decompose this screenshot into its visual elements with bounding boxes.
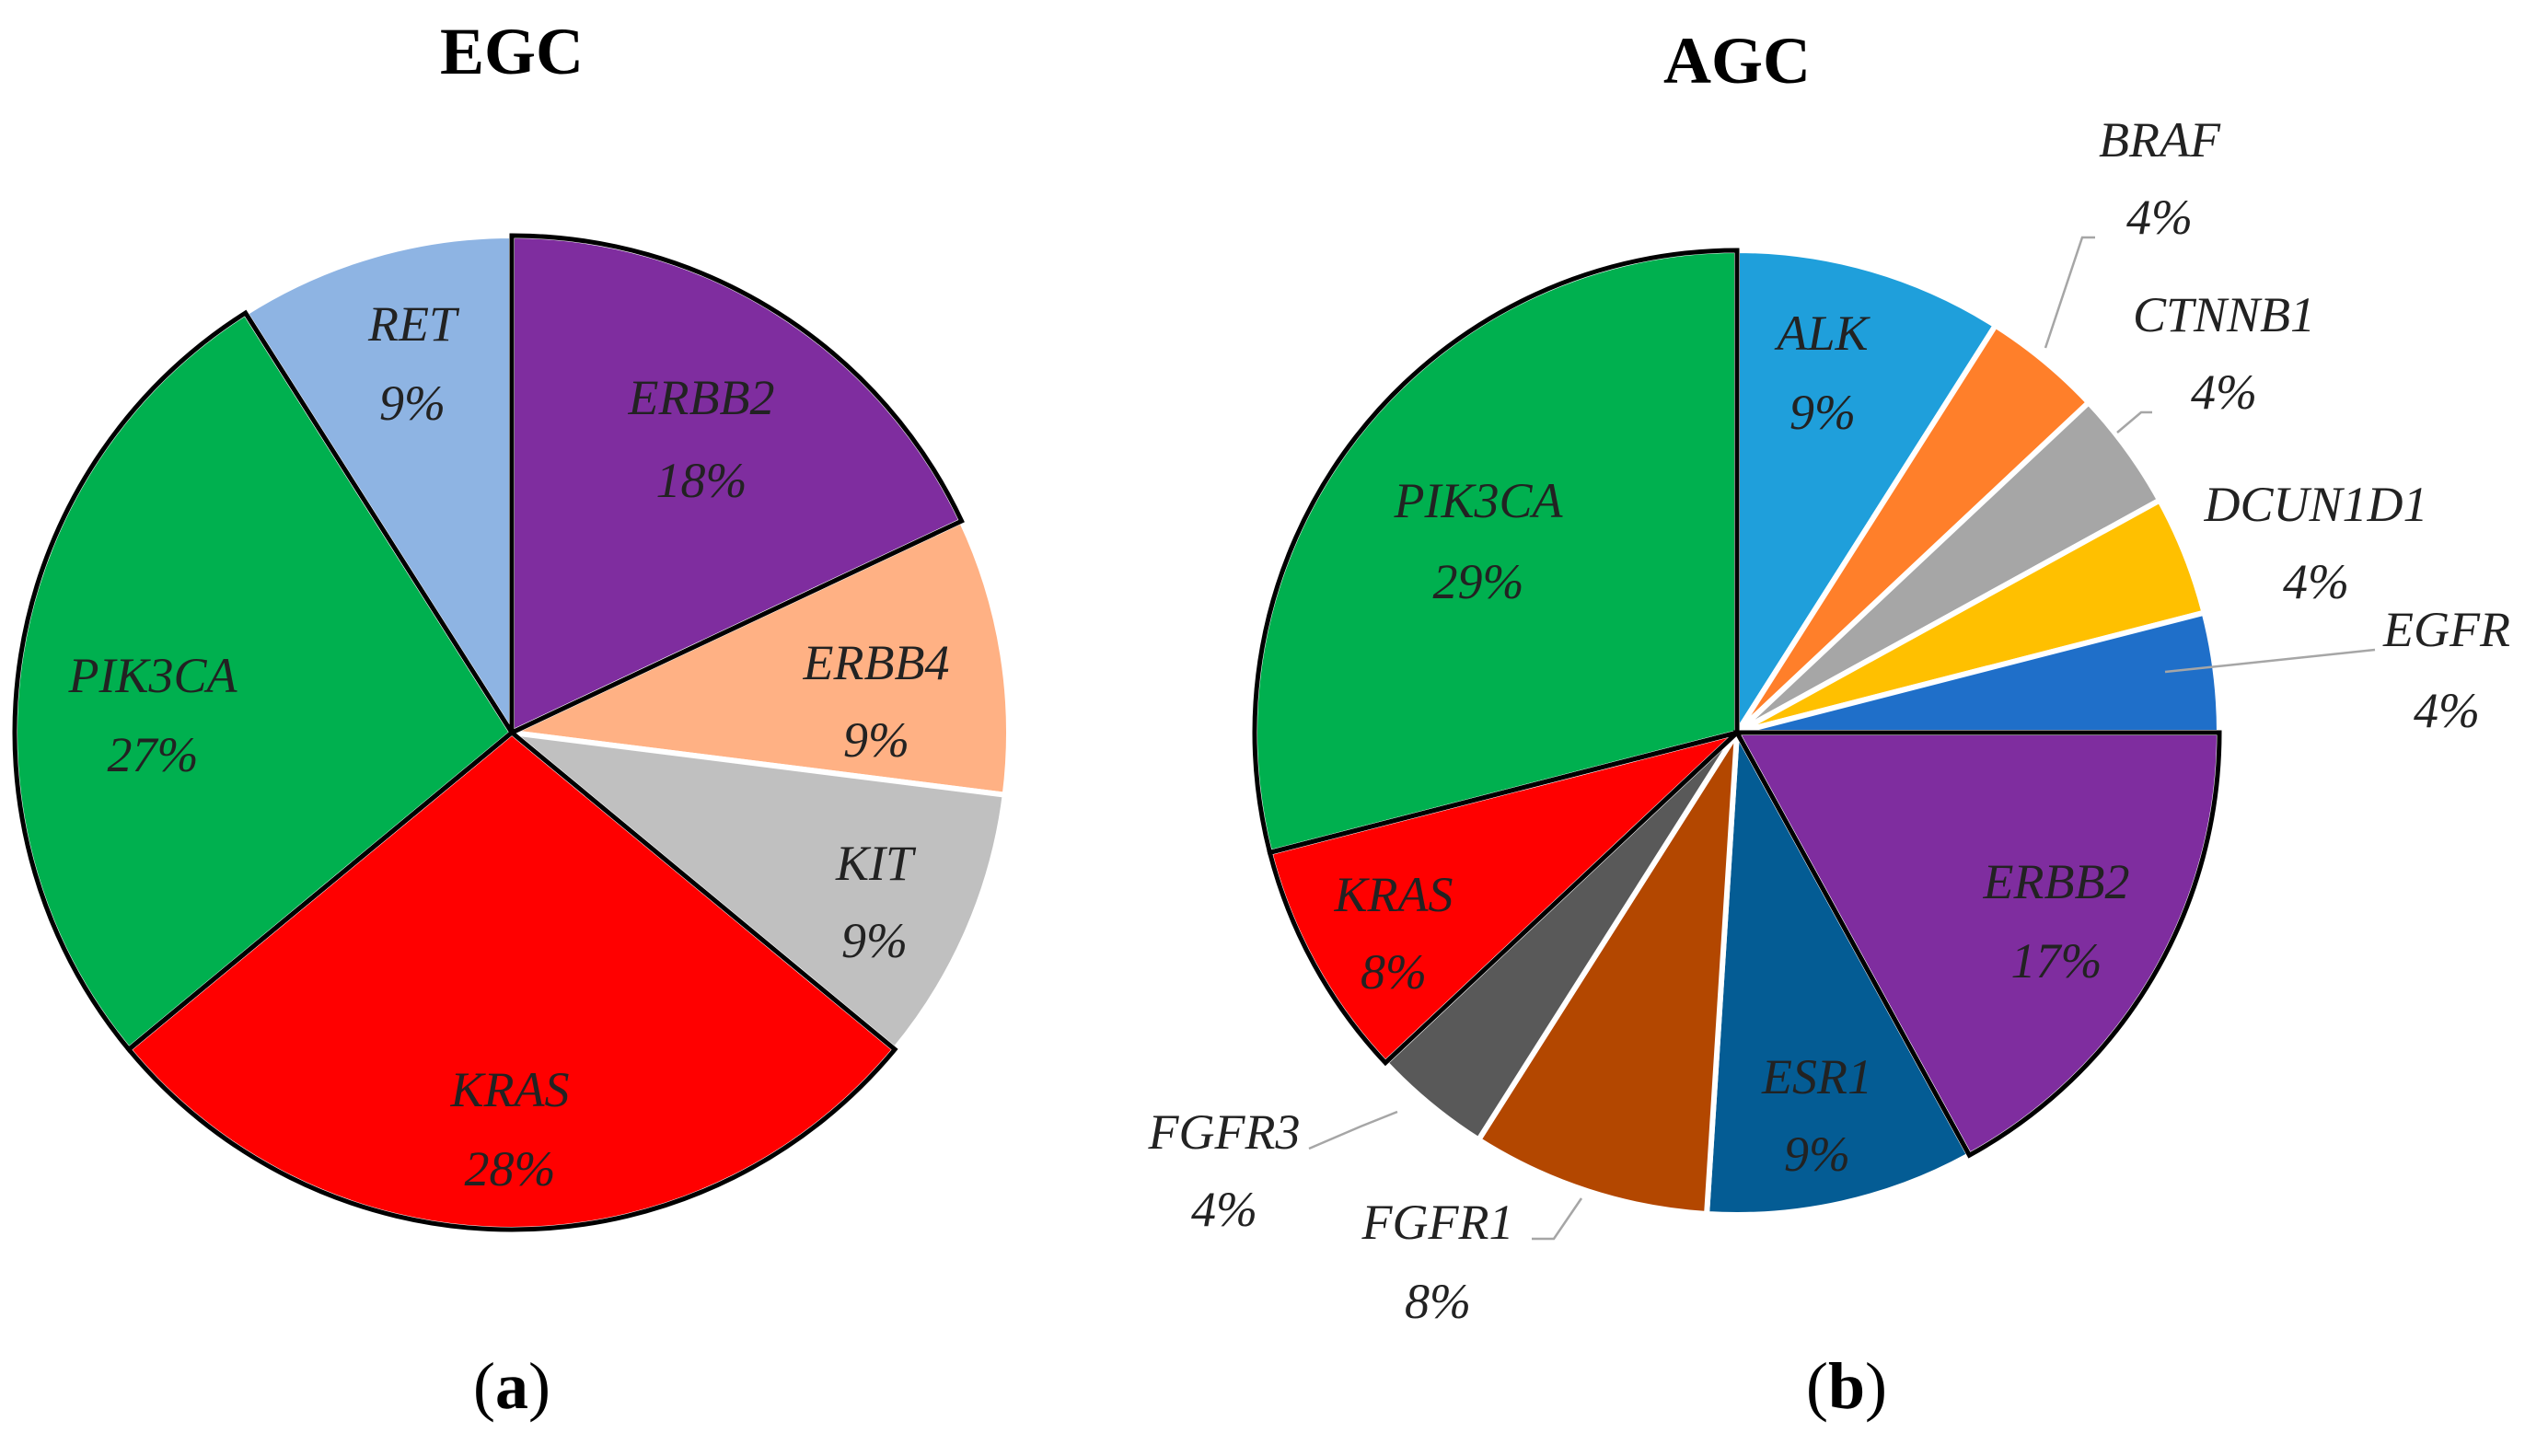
agc-pct-erbb2: 17% (2011, 933, 2102, 988)
panel-label-b: (b) (1806, 1349, 1887, 1423)
agc-slice-fgfr1 (1476, 730, 1740, 1217)
agc-pct-egfr: 4% (2414, 683, 2480, 738)
chart-title-agc: AGC (1663, 24, 1811, 98)
egc-slice-outline-pik3ca (12, 309, 515, 1053)
egc-label-pik3ca: PIK3CA (68, 648, 238, 703)
agc-pct-fgfr1: 8% (1405, 1274, 1471, 1329)
agc-pct-dcun1d1: 4% (2283, 554, 2349, 609)
agc-label-fgfr1: FGFR1 (1361, 1195, 1514, 1250)
egc-slice-outline-erbb2 (509, 233, 965, 736)
chart-title-egc: EGC (440, 15, 584, 88)
agc-label-dcun1d1: DCUN1D1 (2203, 477, 2427, 532)
agc-label-alk: ALK (1774, 306, 1870, 361)
egc-pct-kras: 28% (465, 1141, 556, 1196)
agc-slice-outline-erbb2 (1732, 730, 2222, 1159)
egc-label-kit: KIT (835, 836, 917, 891)
egc-slice-kit (509, 730, 1008, 1053)
agc-leader-fgfr3 (1308, 1110, 1398, 1150)
agc-leader-egfr (2164, 648, 2376, 674)
agc-pct-kras: 8% (1361, 944, 1427, 1000)
agc-label-ctnnb1: CTNNB1 (2133, 287, 2315, 342)
agc-pct-pik3ca: 29% (1433, 554, 1524, 609)
egc-labels: ERBB2 18% ERBB4 9% KIT 9% KRAS 28% PIK3CA 27% RET 9… (68, 296, 950, 1196)
agc-labels: ALK 9% BRAF 4% CTNNB1 4% DCUN1D1 4% EGFR 4% ERBB2 1… (1148, 112, 2510, 1329)
egc-slices (12, 233, 1012, 1233)
egc-slice-ret (242, 233, 515, 735)
agc-pct-ctnnb1: 4% (2191, 364, 2257, 420)
egc-slice-outline-kras (125, 729, 898, 1232)
agc-outlines (1252, 248, 2222, 1159)
agc-pct-braf: 4% (2126, 190, 2193, 245)
panel-label-a: (a) (473, 1349, 550, 1423)
agc-label-esr1: ESR1 (1761, 1049, 1872, 1104)
agc-label-egfr: EGFR (2382, 602, 2510, 657)
egc-slice-erbb4 (509, 518, 1012, 798)
egc-label-kras: KRAS (450, 1062, 570, 1117)
agc-label-braf: BRAF (2099, 112, 2221, 168)
agc-slice-alk (1734, 248, 1998, 735)
agc-leader-lines (1308, 236, 2376, 1241)
agc-leader-braf (2044, 236, 2095, 349)
egc-pct-kit: 9% (841, 913, 908, 968)
agc-slice-outline-pik3ca (1252, 248, 1740, 856)
agc-leader-fgfr1 (1532, 1197, 1583, 1241)
agc-label-erbb2: ERBB2 (1983, 854, 2130, 909)
egc-pct-erbb4: 9% (843, 712, 909, 768)
egc-pct-ret: 9% (379, 376, 446, 431)
agc-slice-esr1 (1704, 730, 1973, 1218)
egc-label-erbb4: ERBB4 (803, 635, 950, 690)
pie-chart-agc: AGC ALK 9% BRAF 4% CTNNB1 4% DCUN1D1 4% EGFR 4% ER… (1148, 24, 2510, 1423)
agc-label-pik3ca: PIK3CA (1394, 473, 1564, 528)
agc-slice-outline-kras (1267, 730, 1739, 1067)
pie-chart-egc: EGC ERBB2 18% ERBB4 9% KIT 9% KRAS 28% PIK3CA 27%… (12, 15, 1012, 1423)
agc-pct-alk: 9% (1789, 385, 1856, 440)
egc-label-ret: RET (367, 296, 460, 352)
agc-leader-ctnnb1 (2116, 410, 2152, 433)
agc-label-kras: KRAS (1334, 867, 1454, 922)
agc-pct-esr1: 9% (1784, 1127, 1850, 1182)
egc-label-erbb2: ERBB2 (628, 370, 775, 425)
egc-outlines (12, 233, 965, 1232)
agc-label-fgfr3: FGFR3 (1148, 1104, 1301, 1160)
egc-pct-erbb2: 18% (656, 453, 747, 508)
egc-pct-pik3ca: 27% (108, 727, 199, 782)
agc-pct-fgfr3: 4% (1191, 1182, 1257, 1237)
